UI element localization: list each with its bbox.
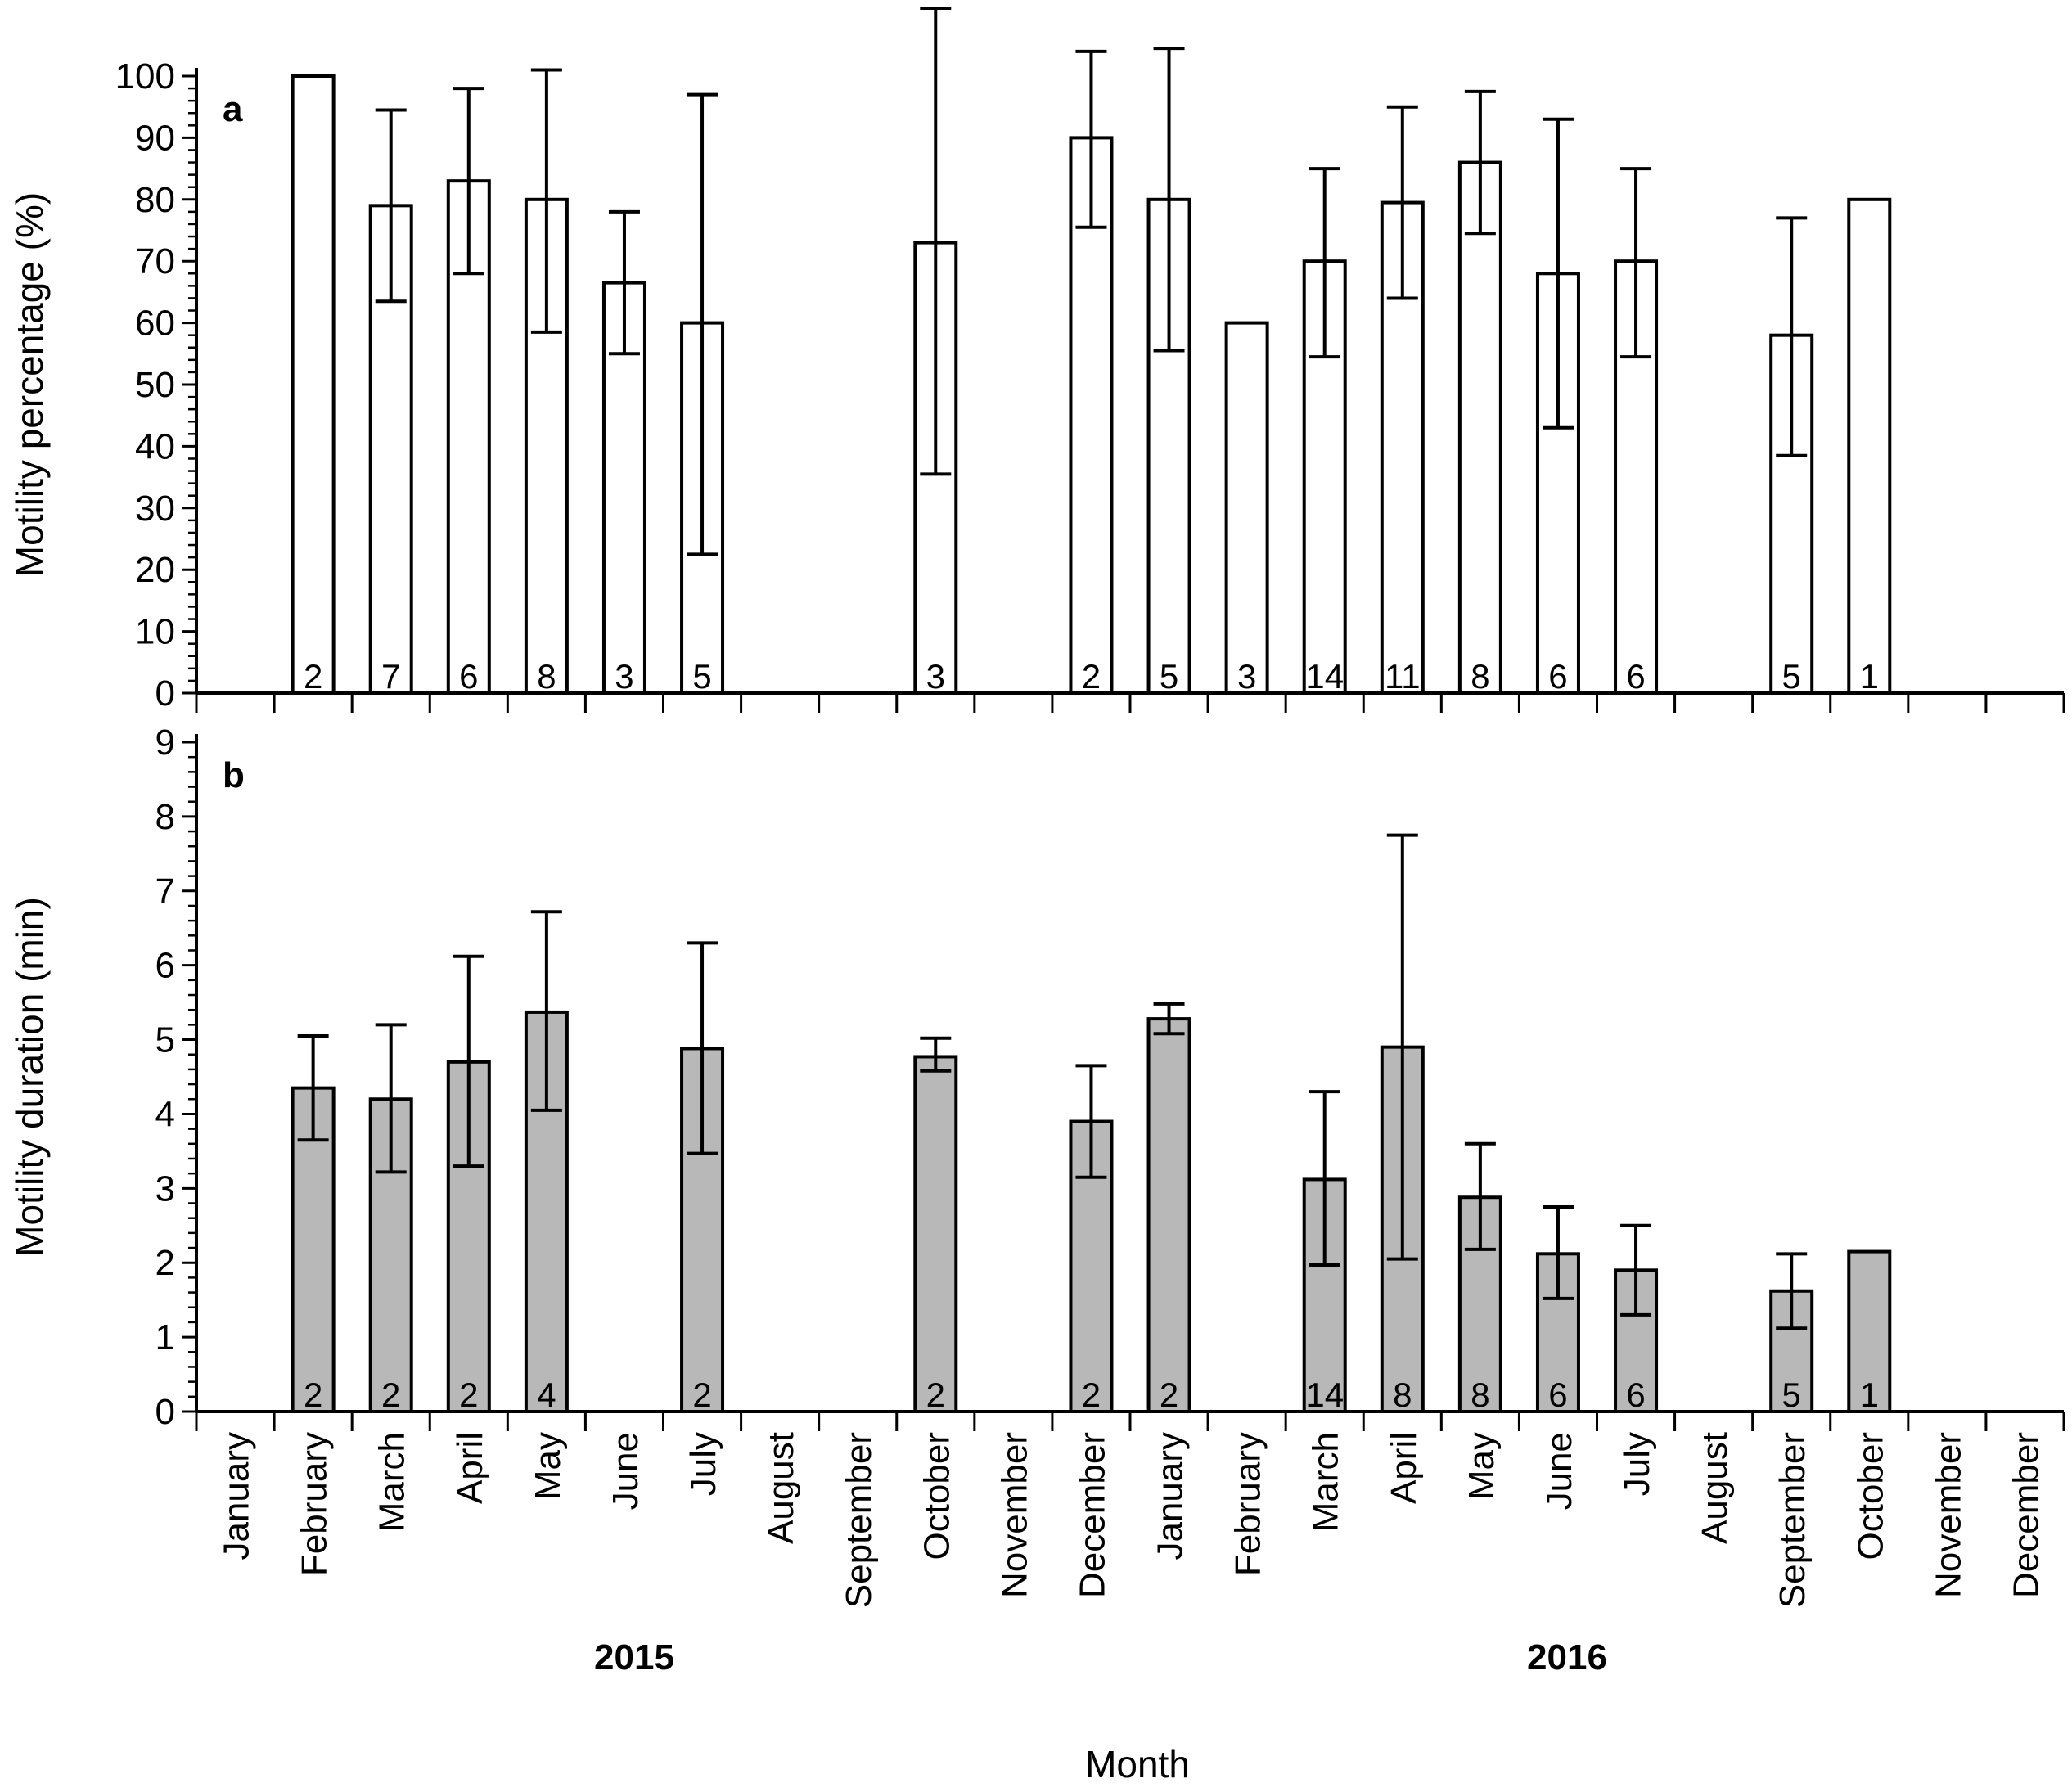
y-tick-label: 0 bbox=[155, 1392, 175, 1432]
sample-size-label: 8 bbox=[1471, 1376, 1489, 1414]
y-tick-label: 50 bbox=[135, 365, 175, 405]
sample-size-label: 2 bbox=[1160, 1376, 1178, 1414]
x-tick-label-month: January bbox=[217, 1432, 257, 1560]
sample-size-label: 1 bbox=[1860, 1376, 1879, 1414]
sample-size-label: 2 bbox=[304, 1376, 322, 1414]
sample-size-label: 8 bbox=[1393, 1376, 1412, 1414]
bar bbox=[1535, 1252, 1580, 1413]
y-tick-label: 10 bbox=[135, 612, 175, 652]
bar bbox=[1146, 1017, 1191, 1414]
y-tick-label: 0 bbox=[155, 673, 175, 714]
x-tick-label-month: January bbox=[1151, 1432, 1191, 1560]
x-tick-label-month: October bbox=[917, 1432, 957, 1560]
x-tick-label-month: March bbox=[372, 1432, 412, 1532]
x-tick-label-month: April bbox=[1384, 1432, 1424, 1504]
sample-size-label: 7 bbox=[381, 657, 400, 696]
bar bbox=[1847, 197, 1892, 696]
panel-a-motility-percentage: 0 10 20 30 40 50 60 70 80 90 100 Motility percentag… bbox=[8, 7, 2065, 714]
y-axis-title: Motility percentage (%) bbox=[8, 192, 51, 577]
y-tick-label: 5 bbox=[155, 1020, 175, 1060]
sample-size-label: 6 bbox=[1626, 657, 1645, 696]
sample-size-label: 5 bbox=[692, 657, 711, 696]
sample-size-label: 8 bbox=[1471, 657, 1489, 696]
bar bbox=[291, 74, 336, 695]
y-tick-label: 100 bbox=[115, 56, 175, 97]
sample-size-label: 3 bbox=[1237, 657, 1256, 696]
x-tick-label-month: December bbox=[1072, 1432, 1112, 1598]
panel-b-motility-duration: 0 1 2 3 4 5 6 7 8 9 Motility duration (min) b 2 2 2 4 2 2… bbox=[8, 723, 2065, 1432]
sample-size-label: 8 bbox=[537, 657, 556, 696]
bar bbox=[1224, 321, 1269, 695]
y-tick-label: 70 bbox=[135, 241, 175, 281]
sample-size-label: 5 bbox=[1782, 1376, 1801, 1414]
x-tick-label-month: October bbox=[1850, 1432, 1890, 1560]
x-tick-label-month: April bbox=[450, 1432, 490, 1504]
y-tick-label: 20 bbox=[135, 550, 175, 590]
x-tick-label-month: November bbox=[994, 1432, 1034, 1598]
x-axis-title: Month bbox=[1085, 1743, 1190, 1785]
x-tick-label-month: July bbox=[1617, 1432, 1657, 1496]
sample-size-label: 2 bbox=[926, 1376, 945, 1414]
x-tick-label-month: December bbox=[2006, 1432, 2046, 1598]
x-tick-label-month: March bbox=[1306, 1432, 1346, 1532]
y-tick-label: 3 bbox=[155, 1168, 175, 1209]
y-tick-label: 2 bbox=[155, 1243, 175, 1283]
bar bbox=[913, 1055, 958, 1413]
sample-size-label: 2 bbox=[381, 1376, 400, 1414]
bar bbox=[1457, 160, 1502, 695]
x-tick-label-month: July bbox=[683, 1432, 723, 1496]
x-tick-label-month: February bbox=[295, 1432, 335, 1576]
y-tick-label: 9 bbox=[155, 723, 175, 763]
sample-size-label: 6 bbox=[459, 657, 478, 696]
sample-size-label: 2 bbox=[459, 1376, 478, 1414]
y-tick-label: 7 bbox=[155, 871, 175, 912]
sample-size-label: 6 bbox=[1626, 1376, 1645, 1414]
x-tick-label-month: November bbox=[1928, 1432, 1968, 1598]
sample-size-label: 14 bbox=[1305, 1376, 1344, 1414]
x-axis-month-labels: January February March April May June July Augu… bbox=[217, 1432, 2047, 1608]
sample-size-label: 3 bbox=[926, 657, 945, 696]
bar bbox=[368, 204, 413, 695]
y-tick-label: 40 bbox=[135, 426, 175, 466]
panel-label: a bbox=[223, 89, 243, 129]
x-tick-label-month: August bbox=[1695, 1432, 1735, 1544]
sample-size-label: 11 bbox=[1385, 657, 1421, 696]
y-tick-label: 80 bbox=[135, 180, 175, 220]
y-tick-label: 6 bbox=[155, 946, 175, 986]
sample-size-label: 2 bbox=[304, 657, 322, 696]
sample-size-label: 2 bbox=[1082, 1376, 1101, 1414]
sample-size-label: 3 bbox=[615, 657, 633, 696]
sample-size-label: 14 bbox=[1305, 657, 1344, 696]
y-tick-label: 90 bbox=[135, 118, 175, 158]
y-tick-label: 1 bbox=[155, 1317, 175, 1358]
bar bbox=[1847, 1249, 1892, 1413]
year-label-2016: 2016 bbox=[1527, 1637, 1607, 1677]
x-tick-label-month: May bbox=[1462, 1432, 1502, 1500]
sample-size-label: 2 bbox=[692, 1376, 711, 1414]
panel-label: b bbox=[223, 755, 245, 795]
x-tick-label-month: June bbox=[1539, 1432, 1579, 1510]
x-tick-label-month: May bbox=[528, 1432, 568, 1500]
x-tick-label-month: August bbox=[761, 1432, 801, 1544]
y-tick-label: 30 bbox=[135, 489, 175, 529]
y-axis-title: Motility duration (min) bbox=[8, 897, 51, 1257]
year-label-2015: 2015 bbox=[594, 1637, 674, 1677]
sample-size-label: 4 bbox=[537, 1376, 556, 1414]
x-tick-label-month: September bbox=[839, 1432, 879, 1608]
x-tick-label-month: June bbox=[606, 1432, 646, 1510]
sample-size-label: 5 bbox=[1160, 657, 1178, 696]
y-tick-label: 60 bbox=[135, 304, 175, 344]
sample-size-label: 6 bbox=[1548, 657, 1567, 696]
sample-size-label: 6 bbox=[1548, 1376, 1567, 1414]
sample-size-label: 2 bbox=[1082, 657, 1101, 696]
sample-size-label: 5 bbox=[1782, 657, 1801, 696]
x-tick-label-month: September bbox=[1772, 1432, 1813, 1608]
y-tick-label: 8 bbox=[155, 797, 175, 837]
sample-size-label: 1 bbox=[1860, 657, 1879, 696]
x-tick-label-month: February bbox=[1228, 1432, 1268, 1576]
y-tick-label: 4 bbox=[155, 1094, 175, 1134]
